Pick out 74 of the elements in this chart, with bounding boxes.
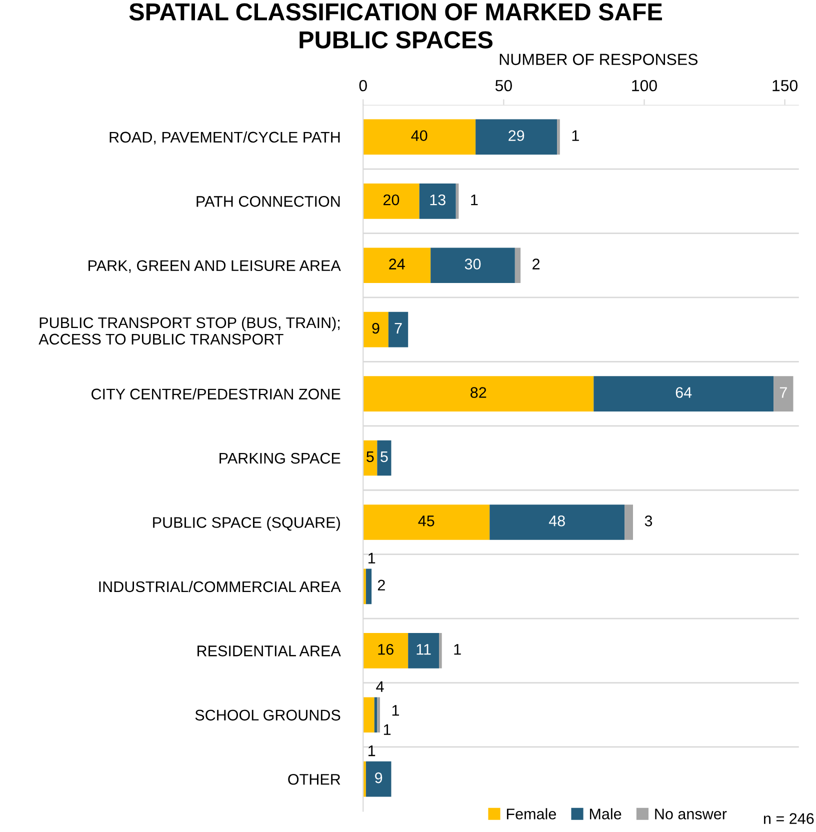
data-label: 3 [644,516,652,526]
data-label: 9 [372,322,380,334]
data-label: 64 [676,387,692,398]
bar [363,376,594,412]
bar [430,248,515,284]
y-tick-label: PARK, GREEN AND LEISURE AREA [88,260,341,273]
legend-label: Female [506,808,556,820]
bar [514,248,521,284]
legend-label: No answer [655,808,727,820]
x-tick-label: 100 [632,80,657,92]
data-label: 82 [470,387,486,398]
y-tick-label: PUBLIC TRANSPORT STOP (BUS, TRAIN); ACCESS TO PUBLIC TRANSPORT [38,316,340,345]
data-label: 1 [384,724,391,735]
y-tick-label: PATH CONNECTION [196,196,340,207]
bar [388,312,408,348]
bar [363,504,490,540]
data-label: 2 [378,580,385,590]
y-tick-label: PARKING SPACE [220,452,340,464]
bar [363,312,388,348]
data-label: 1 [454,644,461,655]
x-tick-label: 0 [359,80,367,92]
data-label: 48 [548,516,565,526]
bar [408,633,440,668]
data-label: 29 [508,130,524,142]
data-label: 1 [368,552,376,564]
bar [476,119,558,155]
data-label: 2 [532,258,540,270]
bar [366,568,372,604]
data-label: 11 [416,644,431,655]
data-label: 24 [389,258,405,270]
x-tick-label: 50 [495,80,512,92]
data-label: 1 [572,130,579,141]
bar [419,183,456,219]
x-axis-title: NUMBER OF RESPONSES [500,54,698,66]
data-label: 16 [378,644,394,655]
bar [363,248,431,284]
y-tick-label: CITY CENTRE/PEDESTRIAN ZONE [92,388,340,400]
y-tick-label: ROAD, PAVEMENT/CYCLE PATH [110,131,340,144]
data-label: 40 [411,130,428,142]
data-label: 20 [384,194,400,206]
data-label: 1 [392,705,399,716]
y-tick-label: INDUSTRIAL/COMMERCIAL AREA [99,580,341,592]
y-tick-label: OTHER [288,774,340,785]
data-label: 7 [394,323,402,334]
data-label: 5 [366,451,374,462]
bar [490,504,625,540]
bar [774,376,794,412]
bar [377,440,392,476]
y-tick-label: RESIDENTIAL AREA [198,646,341,656]
data-label: 45 [418,516,434,526]
bar [624,504,633,540]
x-tick-label: 150 [772,80,798,92]
bar [377,697,380,733]
bar [363,633,408,668]
data-label: 7 [780,387,787,398]
chart-title: SPATIAL CLASSIFICATION OF MARKED SAFE PUBLIC SPACES [129,3,662,48]
y-tick-label: SCHOOL GROUNDS [195,710,340,721]
data-label: 1 [368,746,376,756]
bar [366,761,392,797]
data-label: 30 [464,258,481,270]
data-label: 5 [380,451,388,462]
data-label: 1 [471,194,478,206]
bar [363,697,374,733]
bar [594,376,774,412]
text: n = 246 [764,813,814,824]
bar [557,119,560,155]
data-label: 13 [430,194,446,206]
y-tick-label: PUBLIC SPACE (SQUARE) [153,516,340,531]
bar [363,183,420,219]
legend-label: Male [590,808,622,820]
bar [363,119,476,155]
data-label: 4 [376,681,384,692]
data-label: 9 [375,772,382,784]
bar [439,633,442,668]
